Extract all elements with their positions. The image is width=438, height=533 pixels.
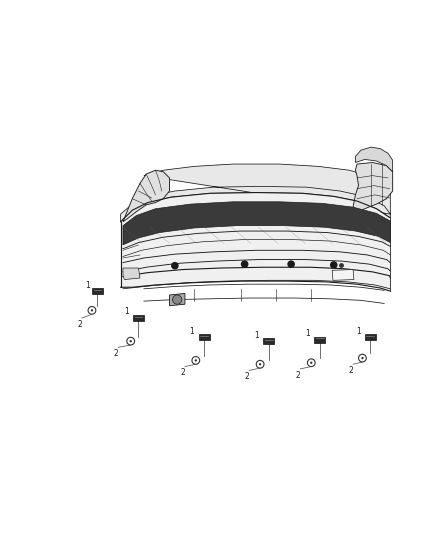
- Circle shape: [88, 306, 96, 314]
- Circle shape: [241, 261, 248, 267]
- Polygon shape: [123, 268, 140, 280]
- Circle shape: [259, 363, 261, 366]
- Circle shape: [192, 357, 200, 364]
- Polygon shape: [123, 202, 390, 245]
- Circle shape: [361, 357, 364, 359]
- Text: 2: 2: [348, 366, 353, 375]
- Circle shape: [130, 340, 132, 342]
- Polygon shape: [263, 338, 274, 344]
- Circle shape: [331, 262, 337, 268]
- Text: 1: 1: [85, 281, 90, 290]
- Polygon shape: [133, 315, 144, 321]
- Circle shape: [288, 261, 294, 267]
- Circle shape: [310, 361, 312, 364]
- Polygon shape: [170, 294, 185, 306]
- Text: 2: 2: [296, 370, 300, 379]
- Text: 1: 1: [356, 327, 361, 336]
- Polygon shape: [356, 147, 392, 172]
- Text: 2: 2: [180, 368, 185, 377]
- Text: 1: 1: [305, 329, 310, 338]
- Polygon shape: [365, 334, 376, 341]
- Circle shape: [173, 295, 182, 304]
- Circle shape: [127, 337, 134, 345]
- Circle shape: [91, 309, 93, 311]
- Text: 2: 2: [77, 320, 82, 329]
- Text: 1: 1: [190, 327, 194, 336]
- Text: 1: 1: [254, 330, 258, 340]
- Text: 2: 2: [113, 349, 118, 358]
- Circle shape: [256, 360, 264, 368]
- Polygon shape: [314, 336, 325, 343]
- Circle shape: [194, 359, 197, 361]
- Circle shape: [359, 354, 366, 362]
- Text: 2: 2: [244, 372, 249, 381]
- Text: 1: 1: [124, 308, 129, 317]
- Polygon shape: [120, 192, 390, 291]
- Polygon shape: [120, 164, 390, 222]
- Circle shape: [307, 359, 315, 367]
- Polygon shape: [123, 170, 170, 222]
- Circle shape: [172, 263, 178, 269]
- Polygon shape: [92, 288, 103, 294]
- Polygon shape: [332, 270, 354, 280]
- Polygon shape: [199, 334, 210, 341]
- Polygon shape: [353, 163, 392, 213]
